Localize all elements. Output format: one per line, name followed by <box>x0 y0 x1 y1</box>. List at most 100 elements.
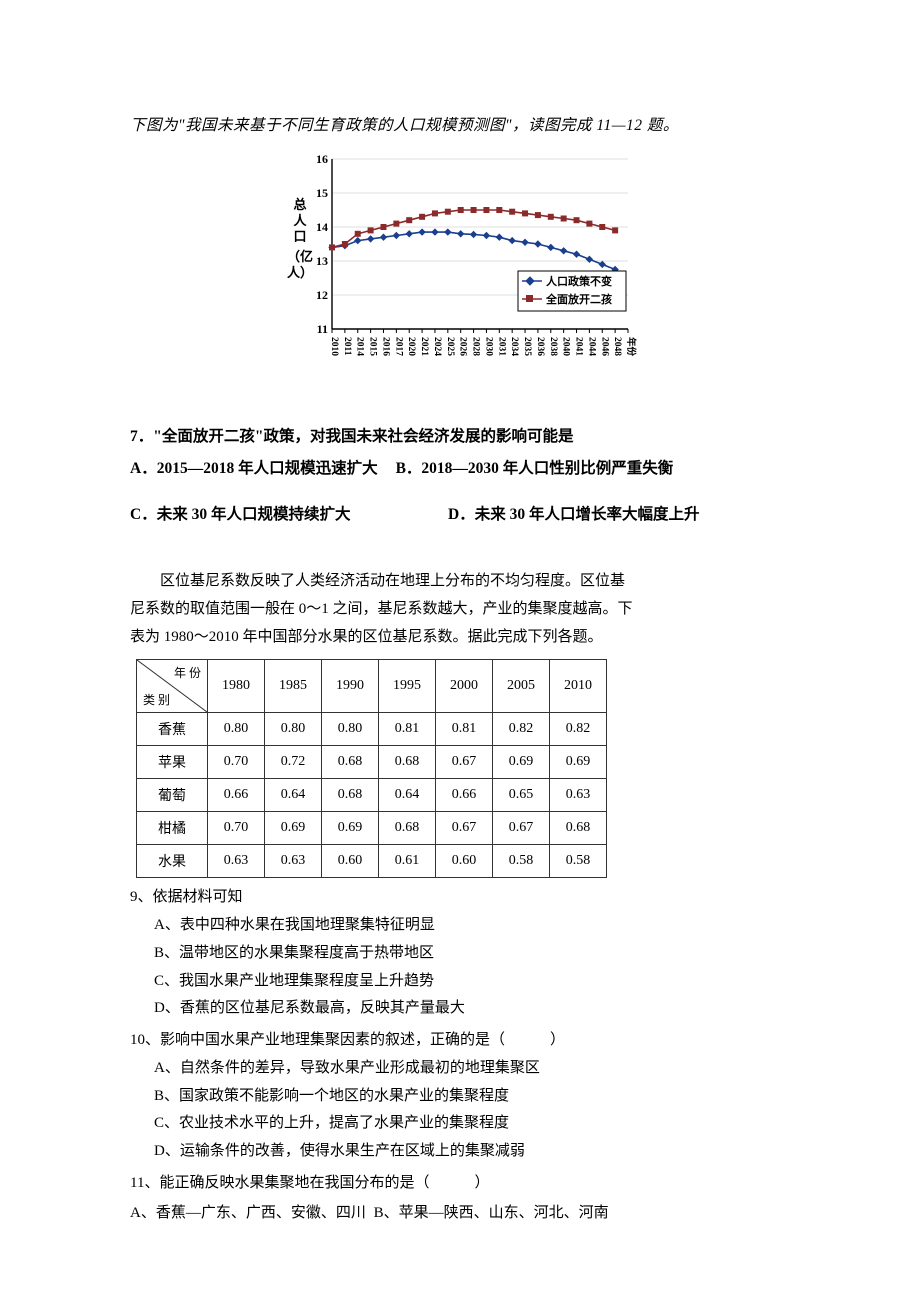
q11-stem: 11、能正确反映水果集聚地在我国分布的是（ ） <box>130 1170 790 1198</box>
table-diag-header: 年 份 类 别 <box>137 660 208 713</box>
svg-text:2048: 2048 <box>612 337 622 356</box>
gini-table: 年 份 类 别 1980 1985 1990 1995 2000 2005 20… <box>136 659 607 878</box>
table-cell: 0.72 <box>265 746 322 779</box>
table-col: 2005 <box>493 660 550 713</box>
table-col-label: 年 份 <box>174 664 201 681</box>
table-cell: 0.68 <box>379 812 436 845</box>
table-cell: 0.64 <box>379 779 436 812</box>
svg-text:2020: 2020 <box>406 337 416 356</box>
svg-text:2036: 2036 <box>535 337 545 356</box>
chart-yaxis-char: 人 <box>293 213 307 228</box>
table-cell: 0.63 <box>208 845 265 878</box>
svg-text:2016: 2016 <box>380 337 390 356</box>
table-col: 2000 <box>436 660 493 713</box>
chart-ylabel: 13 <box>316 254 328 268</box>
table-cell: 0.69 <box>322 812 379 845</box>
q7-stem: 7．"全面放开二孩"政策，对我国未来社会经济发展的影响可能是 <box>130 421 790 452</box>
table-cell: 0.69 <box>493 746 550 779</box>
chart-svg: 11 12 13 14 15 16 总 人 口 （亿 人） <box>280 149 640 379</box>
table-cell: 0.82 <box>493 713 550 746</box>
chart-yaxis-char: 总 <box>293 197 306 212</box>
table-row-head: 柑橘 <box>137 812 208 845</box>
q7-opt-c: C．未来 30 年人口规模持续扩大 <box>130 498 430 532</box>
chart-yaxis-char: 口 <box>293 229 306 244</box>
table-cell: 0.80 <box>208 713 265 746</box>
chart-legend: 人口政策不变 全面放开二孩 <box>518 271 626 311</box>
table-row: 水果0.630.630.600.610.600.580.58 <box>137 845 607 878</box>
table-cell: 0.67 <box>493 812 550 845</box>
svg-text:2028: 2028 <box>471 337 481 356</box>
table-row-head: 水果 <box>137 845 208 878</box>
table-row-head: 苹果 <box>137 746 208 779</box>
intro2-line: 表为 1980～2010 年中国部分水果的区位基尼系数。据此完成下列各题。 <box>130 629 603 645</box>
table-cell: 0.63 <box>265 845 322 878</box>
chart-ylabel: 12 <box>316 288 328 302</box>
table-cell: 0.80 <box>265 713 322 746</box>
table-row: 苹果0.700.720.680.680.670.690.69 <box>137 746 607 779</box>
svg-text:2010: 2010 <box>329 337 339 356</box>
table-cell: 0.66 <box>436 779 493 812</box>
table-cell: 0.69 <box>550 746 607 779</box>
table-cell: 0.58 <box>493 845 550 878</box>
table-cell: 0.81 <box>436 713 493 746</box>
svg-text:2038: 2038 <box>548 337 558 356</box>
svg-text:2017: 2017 <box>393 337 403 356</box>
svg-text:2041: 2041 <box>574 337 584 356</box>
table-col: 1990 <box>322 660 379 713</box>
table-cell: 0.67 <box>436 746 493 779</box>
q9-opt-b: B、温带地区的水果集聚程度高于热带地区 <box>130 940 790 968</box>
chart-ylabel: 15 <box>316 186 328 200</box>
population-chart: 11 12 13 14 15 16 总 人 口 （亿 人） <box>280 149 640 379</box>
intro-paragraph-2: 区位基尼系数反映了人类经济活动在地理上分布的不均匀程度。区位基 尼系数的取值范围… <box>130 568 790 651</box>
table-cell: 0.82 <box>550 713 607 746</box>
q7-opt-d: D．未来 30 年人口增长率大幅度上升 <box>448 498 699 532</box>
table-cell: 0.67 <box>436 812 493 845</box>
q7-options: A．2015—2018 年人口规模迅速扩大 B．2018—2030 年人口性别比… <box>130 452 790 532</box>
svg-text:2021: 2021 <box>419 337 429 356</box>
table-cell: 0.60 <box>436 845 493 878</box>
svg-text:2040: 2040 <box>561 337 571 356</box>
svg-text:2046: 2046 <box>599 337 609 356</box>
intro2-line: 尼系数的取值范围一般在 0～1 之间，基尼系数越大，产业的集聚度越高。下 <box>130 601 633 617</box>
svg-text:2024: 2024 <box>432 337 442 356</box>
svg-text:2026: 2026 <box>458 337 468 356</box>
table-cell: 0.70 <box>208 746 265 779</box>
table-row-head: 香蕉 <box>137 713 208 746</box>
q10-block: 10、影响中国水果产业地理集聚因素的叙述，正确的是（ ） A、自然条件的差异，导… <box>130 1027 790 1166</box>
q10-opt-d: D、运输条件的改善，使得水果生产在区域上的集聚减弱 <box>130 1138 790 1166</box>
table-cell: 0.65 <box>493 779 550 812</box>
table-cell: 0.66 <box>208 779 265 812</box>
table-col: 1985 <box>265 660 322 713</box>
table-col: 2010 <box>550 660 607 713</box>
q11-opt-b: B、苹果—陕西、山东、河北、河南 <box>374 1205 609 1221</box>
chart-ylabel: 11 <box>317 322 328 336</box>
chart-yaxis-char: 人） <box>287 265 313 280</box>
table-col: 1980 <box>208 660 265 713</box>
table-row: 葡萄0.660.640.680.640.660.650.63 <box>137 779 607 812</box>
table-cell: 0.68 <box>379 746 436 779</box>
table-cell: 0.63 <box>550 779 607 812</box>
chart-container: 11 12 13 14 15 16 总 人 口 （亿 人） <box>130 149 790 379</box>
q7-opt-b: B．2018—2030 年人口性别比例严重失衡 <box>396 452 674 486</box>
q9-stem: 9、依据材料可知 <box>130 884 790 912</box>
svg-text:2031: 2031 <box>496 337 506 356</box>
svg-text:2025: 2025 <box>445 337 455 356</box>
legend-label: 全面放开二孩 <box>545 292 612 306</box>
q11-opt-a: A、香蕉—广东、广西、安徽、四川 <box>130 1205 366 1221</box>
table-cell: 0.70 <box>208 812 265 845</box>
q9-opt-a: A、表中四种水果在我国地理聚集特征明显 <box>130 912 790 940</box>
q7-opt-a: A．2015—2018 年人口规模迅速扩大 <box>130 452 378 486</box>
chart-ylabel: 14 <box>316 220 328 234</box>
table-cell: 0.80 <box>322 713 379 746</box>
chart-yaxis-char: （亿 <box>287 249 313 264</box>
q9-opt-d: D、香蕉的区位基尼系数最高，反映其产量最大 <box>130 995 790 1023</box>
legend-label: 人口政策不变 <box>546 274 612 288</box>
q9-block: 9、依据材料可知 A、表中四种水果在我国地理聚集特征明显 B、温带地区的水果集聚… <box>130 884 790 1023</box>
intro2-line: 区位基尼系数反映了人类经济活动在地理上分布的不均匀程度。区位基 <box>160 573 625 589</box>
svg-text:2014: 2014 <box>355 337 365 356</box>
table-row: 柑橘0.700.690.690.680.670.670.68 <box>137 812 607 845</box>
svg-text:2034: 2034 <box>509 337 519 356</box>
page-root: 下图为"我国未来基于不同生育政策的人口规模预测图"，读图完成 11—12 题。 <box>0 0 920 1267</box>
table-row-head: 葡萄 <box>137 779 208 812</box>
table-cell: 0.61 <box>379 845 436 878</box>
